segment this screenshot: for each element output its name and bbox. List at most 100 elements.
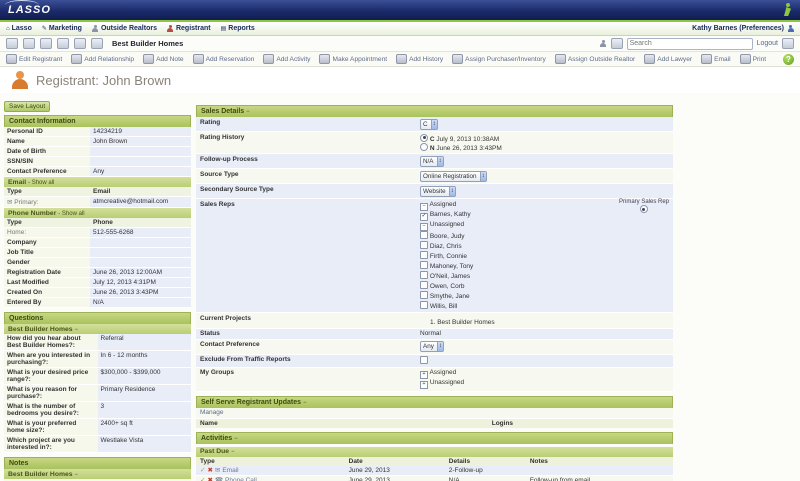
tool-icon-5[interactable] — [74, 38, 86, 49]
collapse-icon: − — [234, 436, 238, 442]
question-row: What is your preferred home size?:2400+ … — [4, 419, 191, 436]
logout-link[interactable]: Logout — [757, 40, 778, 47]
source-type-row: Source Type Online Registration↕ — [196, 169, 673, 184]
rating-select[interactable]: C↕ — [420, 119, 438, 130]
page-title: Registrant: John Brown — [36, 73, 171, 88]
dropdown-arrows-icon: ↕ — [437, 342, 443, 351]
tool-icon-4[interactable] — [57, 38, 69, 49]
sales-reps-row: Sales Reps Primary Sales Rep − Assigned … — [196, 199, 673, 313]
help-icon[interactable]: ? — [783, 54, 794, 65]
make-appointment-button[interactable]: Make Appointment — [319, 54, 387, 64]
show-all-link[interactable]: - Show all — [58, 211, 84, 217]
activities-header[interactable]: Activities − — [196, 432, 673, 444]
menu-reports[interactable]: ▤Reports — [221, 25, 255, 32]
self-serve-header[interactable]: Self Serve Registrant Updates − — [196, 396, 673, 408]
activity-row: ✓✖☎Phone Call June 29, 2013 N/A Follow-u… — [196, 476, 673, 481]
questions-group-header[interactable]: Best Builder Homes − — [4, 324, 191, 334]
rep-checkbox[interactable] — [420, 261, 428, 269]
contact-preference-select[interactable]: Any↕ — [420, 341, 444, 352]
right-column: Sales Details − Rating C↕ Rating History… — [196, 105, 673, 481]
menu-outside-realtors[interactable]: Outside Realtors — [92, 25, 157, 33]
followup-select[interactable]: N/A↕ — [420, 156, 444, 167]
logout-icon[interactable] — [782, 38, 794, 49]
save-layout-button[interactable]: Save Layout — [4, 101, 50, 112]
menu-lasso[interactable]: ⌂Lasso — [6, 25, 32, 32]
complete-icon[interactable]: ✓ — [200, 476, 205, 481]
rep-checkbox-row: Boore, Judy — [420, 231, 669, 241]
table-row: SSN/SIN — [4, 157, 191, 167]
email-subsection-header[interactable]: Email - Show all — [4, 177, 191, 187]
exclude-checkbox[interactable] — [420, 356, 428, 364]
complete-icon[interactable]: ✓ — [200, 466, 205, 474]
left-column: Save Layout Contact Information Personal… — [4, 95, 191, 481]
phone-subsection-header[interactable]: Phone Number - Show all — [4, 208, 191, 218]
rep-checkbox[interactable]: ✓ — [420, 213, 428, 221]
rep-checkbox[interactable] — [420, 231, 428, 239]
add-history-button[interactable]: Add History — [396, 54, 443, 64]
search-scope-icon[interactable] — [611, 38, 623, 49]
group-item: + Assigned — [420, 369, 669, 379]
home-icon: ⌂ — [6, 26, 10, 32]
assign-outside-realtor-button[interactable]: Assign Outside Realtor — [555, 54, 635, 64]
email-row: ✉ Primary:atmcreative@hotmail.com — [4, 197, 191, 208]
source-type-select[interactable]: Online Registration↕ — [420, 171, 487, 182]
sales-details-section: Sales Details − Rating C↕ Rating History… — [196, 105, 673, 392]
dropdown-arrows-icon: ↕ — [431, 120, 437, 129]
delete-icon[interactable]: ✖ — [207, 476, 212, 481]
tool-icon-2[interactable] — [23, 38, 35, 49]
sales-details-header[interactable]: Sales Details − — [196, 105, 673, 117]
collapse-box-icon[interactable]: − — [420, 223, 428, 231]
add-reservation-button[interactable]: Add Reservation — [193, 54, 255, 64]
add-lawyer-button[interactable]: Add Lawyer — [644, 54, 692, 64]
add-note-button[interactable]: Add Note — [143, 54, 184, 64]
notes-header[interactable]: Notes — [4, 457, 191, 469]
email-button[interactable]: Email — [701, 54, 731, 64]
add-activity-button[interactable]: Add Activity — [263, 54, 310, 64]
past-due-header[interactable]: Past Due − — [196, 447, 673, 457]
search-input[interactable] — [627, 38, 753, 50]
delete-icon[interactable]: ✖ — [207, 466, 212, 474]
assign-purchaser-button[interactable]: Assign Purchaser/Inventory — [452, 54, 546, 64]
edit-registrant-button[interactable]: Edit Registrant — [6, 54, 62, 64]
activity-row: ✓✖✉Email June 29, 2013 2-Follow-up — [196, 466, 673, 476]
content-area: Save Layout Contact Information Personal… — [0, 93, 800, 481]
rep-checkbox[interactable] — [420, 301, 428, 309]
radio-icon[interactable] — [420, 134, 428, 142]
collapse-box-icon[interactable]: − — [420, 203, 428, 211]
dropdown-arrows-icon: ↕ — [437, 157, 443, 166]
tool-icon-1[interactable] — [6, 38, 18, 49]
expand-box-icon[interactable]: + — [420, 381, 428, 389]
add-relationship-button[interactable]: Add Relationship — [71, 54, 134, 64]
rep-checkbox[interactable] — [420, 271, 428, 279]
group-item: + Unassigned — [420, 379, 669, 389]
chart-icon: ▤ — [221, 26, 227, 32]
menu-marketing[interactable]: ✎Marketing — [42, 25, 82, 32]
menu-registrant[interactable]: Registrant — [167, 25, 211, 33]
notes-group-header[interactable]: Best Builder Homes − — [4, 469, 191, 479]
rep-checkbox[interactable] — [420, 291, 428, 299]
tool-icon-6[interactable] — [91, 38, 103, 49]
primary-rep-radio[interactable] — [640, 205, 648, 213]
show-all-link[interactable]: - Show all — [28, 180, 54, 186]
print-icon — [740, 54, 751, 64]
user-preferences-link[interactable]: Kathy Barnes (Preferences) — [692, 25, 794, 33]
current-project-label: Best Builder Homes — [112, 39, 183, 48]
rep-checkbox-row: Smythe, Jane — [420, 291, 669, 301]
questions-header[interactable]: Questions — [4, 312, 191, 324]
rep-checkbox[interactable] — [420, 281, 428, 289]
expand-box-icon[interactable]: + — [420, 371, 428, 379]
rep-checkbox[interactable] — [420, 251, 428, 259]
rating-history-row: Rating History C July 9, 2013 10:38AM N … — [196, 132, 673, 154]
print-button[interactable]: Print — [740, 54, 767, 64]
self-serve-manage-link[interactable]: Manage — [200, 409, 224, 416]
followup-row: Follow-up Process N/A↕ — [196, 154, 673, 169]
pencil-icon: ✎ — [42, 26, 47, 32]
contact-information-header[interactable]: Contact Information — [4, 115, 191, 127]
rep-checkbox[interactable] — [420, 241, 428, 249]
secondary-source-select[interactable]: Website↕ — [420, 186, 456, 197]
radio-icon[interactable] — [420, 143, 428, 151]
realtor-icon — [555, 54, 566, 64]
tool-icon-3[interactable] — [40, 38, 52, 49]
notes-section: Notes Best Builder Homes − Jul 9, 2013 1… — [4, 457, 191, 481]
